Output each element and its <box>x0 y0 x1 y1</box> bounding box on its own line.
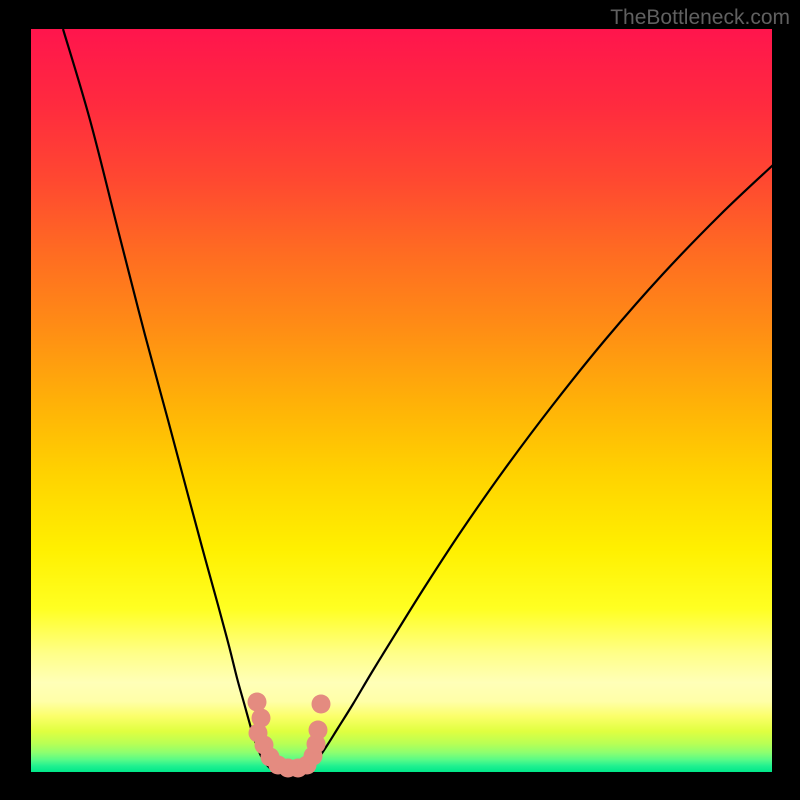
trough-markers <box>248 693 331 778</box>
left-curve <box>63 29 272 770</box>
trough-marker <box>312 695 331 714</box>
trough-marker <box>248 693 267 712</box>
watermark-text: TheBottleneck.com <box>610 6 790 30</box>
right-curve <box>308 165 773 770</box>
trough-marker <box>309 721 328 740</box>
curve-layer <box>0 0 800 800</box>
